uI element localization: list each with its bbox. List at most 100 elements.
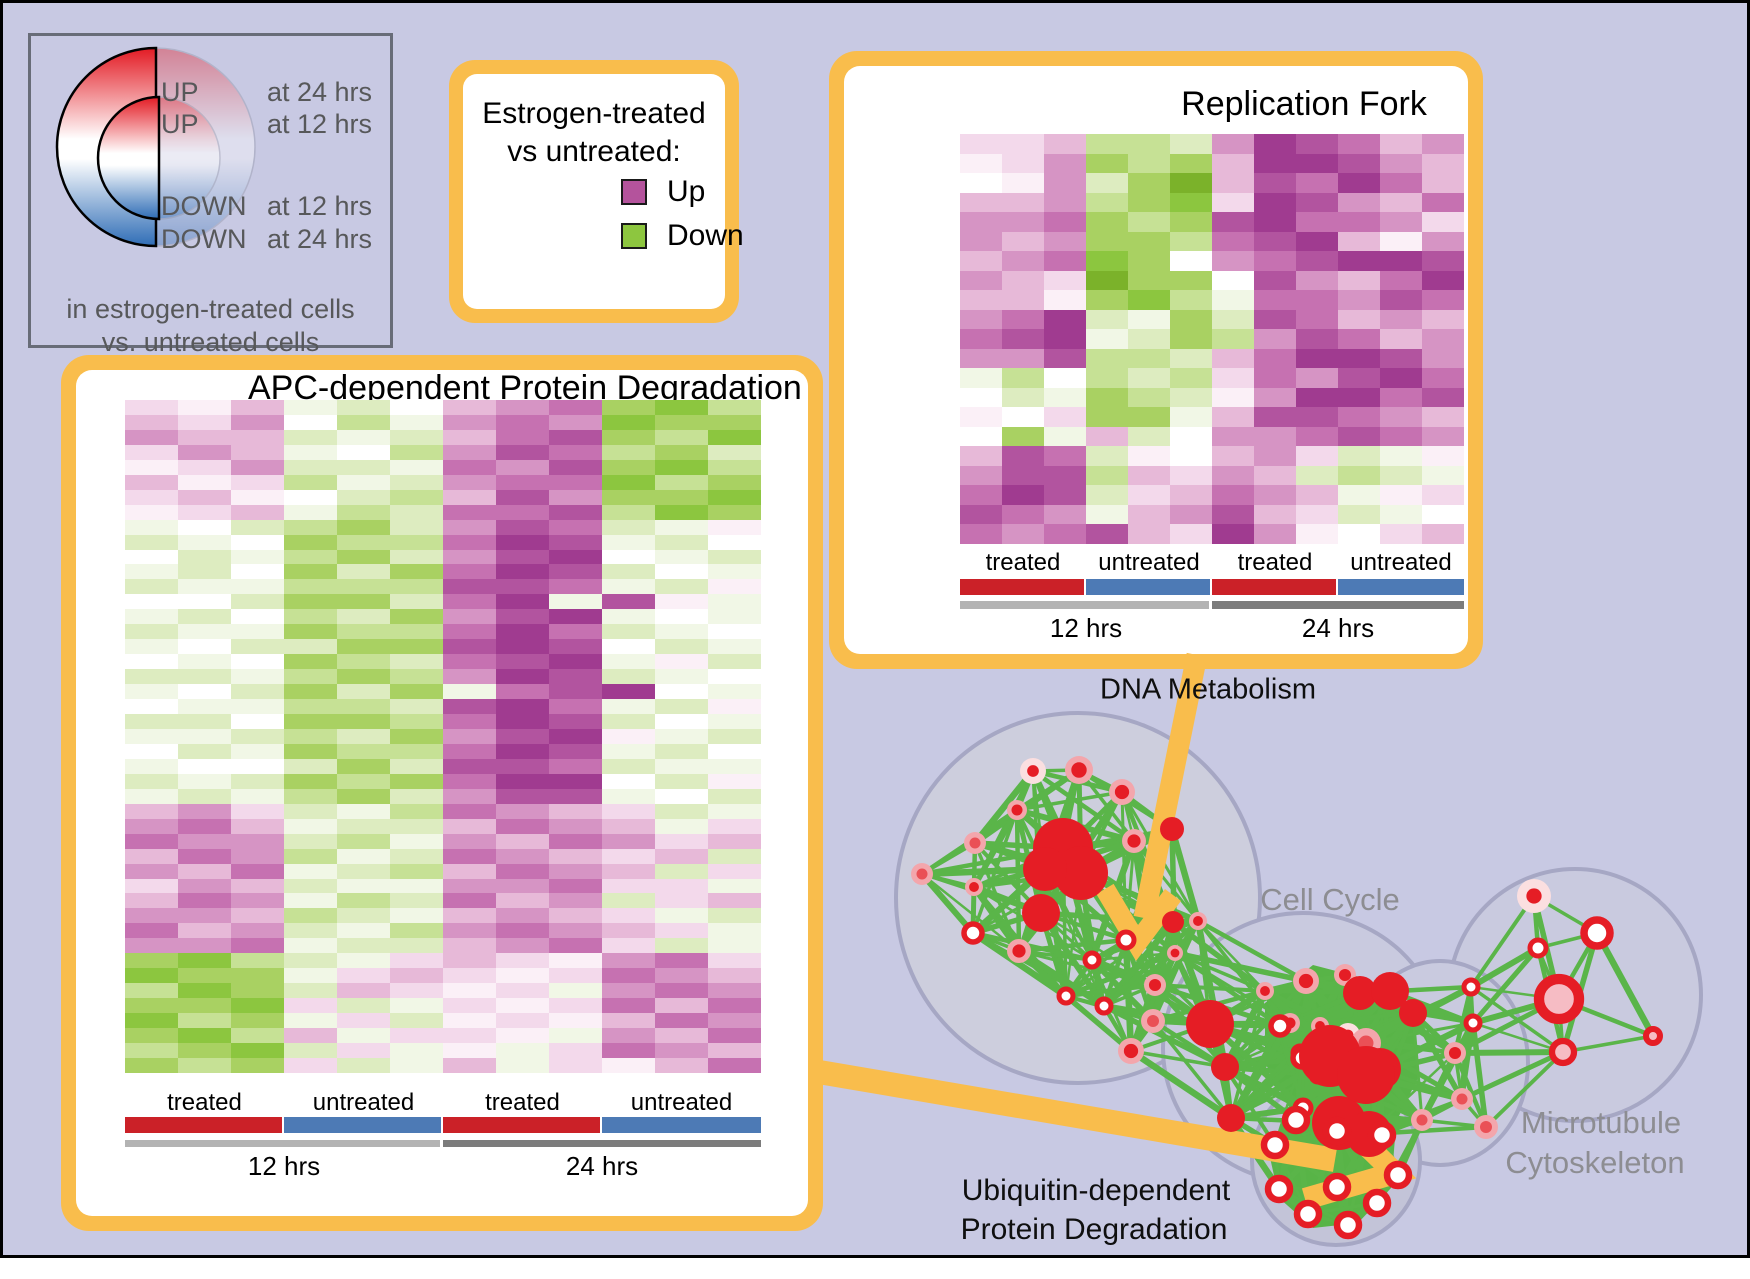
heatmap-cell (1212, 173, 1254, 193)
heatmap-row (960, 134, 1464, 154)
heatmap-cell (960, 270, 1002, 291)
heatmap-row (125, 519, 761, 535)
heatmap-cell (1212, 485, 1254, 505)
heatmap-cell (496, 639, 549, 655)
heatmap-cell (1380, 251, 1422, 271)
heatmap-cell (1254, 173, 1296, 193)
heatmap-cell (549, 938, 602, 954)
heatmap-cell (1296, 368, 1338, 388)
heatmap-cell (1422, 446, 1464, 466)
rf-condition-bar-2 (1212, 579, 1336, 595)
heatmap-cell (390, 714, 443, 729)
heatmap-cell (1338, 524, 1380, 544)
heatmap-cell (284, 938, 337, 954)
network-edge (1151, 921, 1175, 1022)
heatmap-cell (655, 818, 708, 834)
heatmap-cell (1002, 387, 1044, 408)
heatmap-cell (655, 1057, 708, 1073)
heatmap-cell (125, 714, 178, 729)
heatmap-cell (1044, 485, 1086, 505)
heatmap-cell (1296, 270, 1338, 291)
network-label-1: Cell Cycle (1260, 882, 1400, 917)
heatmap-cell (602, 549, 655, 565)
heatmap-cell (178, 459, 231, 475)
heatmap-cell (337, 579, 390, 595)
heatmap-row (125, 923, 761, 939)
network-graph (816, 652, 1703, 1247)
gene-node-ring (1461, 977, 1481, 997)
heatmap-cell (178, 684, 231, 700)
heatmap-cell (337, 459, 390, 475)
heatmap-cell (1086, 368, 1128, 388)
network-label-3: Cytoskeleton (1505, 1145, 1685, 1180)
heatmap-cell (960, 407, 1002, 427)
up-12-dir: UP (161, 109, 199, 139)
heatmap-cell (443, 534, 496, 550)
network-edge (1031, 769, 1136, 843)
gene-node-pale-core (1147, 1015, 1159, 1027)
heatmap-cell (284, 504, 337, 520)
rf-time-label-1: 24 hrs (1301, 613, 1375, 643)
heatmap-row (125, 998, 761, 1014)
heatmap-row (125, 938, 761, 954)
heatmap-cell (1086, 329, 1128, 349)
heatmap-cell (1170, 192, 1212, 213)
heatmap-cell (1296, 524, 1338, 544)
heatmap-cell (708, 654, 761, 670)
heatmap-cell (178, 848, 231, 864)
heatmap-cell (337, 400, 390, 415)
heatmap-cell (960, 485, 1002, 505)
heatmap-row (125, 788, 761, 804)
heatmap-cell (655, 893, 708, 909)
gene-node-solid (1371, 972, 1409, 1010)
heatmap-cell (390, 489, 443, 505)
heatmap-cell (708, 938, 761, 954)
heatmap-cell (655, 444, 708, 460)
heatmap-cell (549, 1057, 602, 1073)
heatmap-cell (1338, 387, 1380, 408)
heatmap-cell (549, 1013, 602, 1029)
heatmap-cell (1338, 329, 1380, 349)
heatmap-cell (337, 743, 390, 759)
heatmap-cell (231, 758, 284, 774)
heatmap-cell (1044, 524, 1086, 544)
heatmap-cell (1044, 426, 1086, 447)
heatmap-cell (655, 699, 708, 715)
heatmap-row (125, 624, 761, 640)
gene-node-ring (1293, 1199, 1323, 1229)
gene-node-ring (1383, 1160, 1413, 1190)
heatmap-cell (1338, 504, 1380, 525)
heatmap-cell (284, 758, 337, 774)
heatmap-cell (708, 609, 761, 625)
heatmap-cell (602, 669, 655, 685)
heatmap-cell (496, 848, 549, 864)
heatmap-cell (390, 938, 443, 954)
network-edge (1130, 1049, 1226, 1069)
heatmap-cell (708, 983, 761, 999)
heatmap-cell (1254, 524, 1296, 544)
heatmap-cell (390, 519, 443, 535)
heatmap-cell (125, 803, 178, 819)
gene-node-core (1012, 944, 1026, 958)
heatmap-row (125, 429, 761, 445)
rf-condition-bar-1 (1086, 579, 1210, 595)
heatmap-cell (708, 953, 761, 969)
heatmap-cell (1254, 231, 1296, 252)
heatmap-cell (337, 549, 390, 565)
rf-group-label-0: treated (985, 549, 1061, 576)
heatmap-cell (655, 923, 708, 939)
heatmap-cell (496, 878, 549, 894)
heatmap-cell (284, 1013, 337, 1029)
gene-node-ring (1056, 986, 1076, 1006)
gene-node-core (1448, 1046, 1462, 1060)
network-edge (1132, 840, 1200, 922)
heatmap-cell (443, 728, 496, 744)
gene-node-pale-core (969, 837, 981, 849)
network-edge (1484, 1050, 1565, 1129)
heatmap-cell (178, 714, 231, 729)
heatmap-cell (231, 714, 284, 729)
heatmap-cell (1086, 407, 1128, 427)
heatmap-cell (708, 714, 761, 729)
heatmap-cell (549, 848, 602, 864)
heatmap-cell (708, 878, 761, 894)
